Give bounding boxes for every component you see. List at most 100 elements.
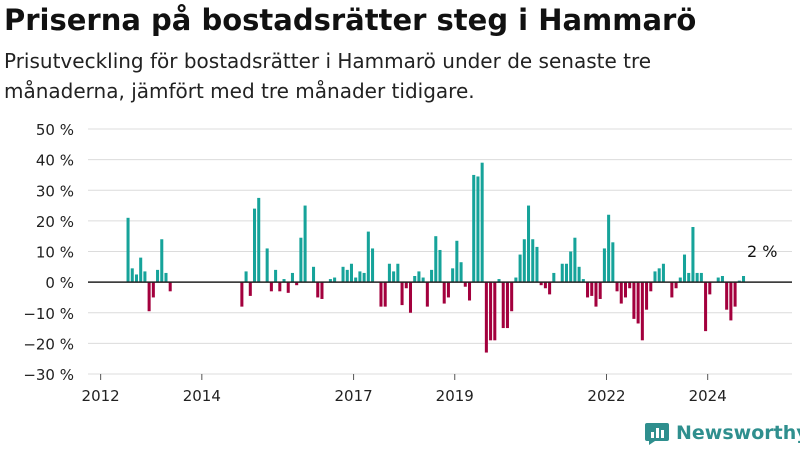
bar bbox=[670, 282, 674, 298]
y-axis-ticks: −30 % −20 % −10 % 0 % 10 % 20 % 30 % 40 % 50 % bbox=[23, 121, 74, 384]
bar bbox=[628, 282, 632, 289]
bar bbox=[695, 272, 699, 283]
bar bbox=[413, 276, 417, 283]
y-tick-label: −10 % bbox=[23, 305, 74, 323]
bar bbox=[143, 271, 147, 283]
bar bbox=[484, 282, 488, 353]
bar bbox=[569, 251, 573, 283]
bar bbox=[156, 269, 160, 283]
bar bbox=[708, 282, 712, 295]
bar bbox=[438, 249, 442, 283]
bar bbox=[290, 272, 294, 283]
x-tick-label: 2019 bbox=[436, 387, 474, 405]
bar bbox=[244, 271, 248, 283]
x-axis-ticks: 2012 2014 2017 2019 2022 2024 bbox=[82, 374, 727, 405]
bar bbox=[366, 231, 370, 283]
bar bbox=[269, 282, 273, 292]
bar bbox=[602, 248, 606, 283]
y-tick-label: 30 % bbox=[36, 182, 74, 200]
bar bbox=[455, 240, 459, 283]
bar bbox=[645, 282, 649, 310]
bar bbox=[383, 282, 387, 307]
bar bbox=[421, 277, 425, 283]
bar bbox=[636, 282, 640, 324]
bar bbox=[564, 263, 568, 283]
bar bbox=[590, 282, 594, 296]
bar bbox=[425, 282, 429, 307]
bar bbox=[657, 268, 661, 283]
bar bbox=[510, 282, 514, 312]
y-tick-label: −20 % bbox=[23, 335, 74, 353]
bar bbox=[543, 282, 547, 289]
bar bbox=[282, 279, 286, 283]
x-tick-label: 2017 bbox=[334, 387, 372, 405]
bar bbox=[527, 205, 531, 283]
bar bbox=[349, 263, 353, 283]
bar bbox=[573, 237, 577, 283]
bar bbox=[742, 276, 746, 283]
bar bbox=[691, 227, 695, 283]
bar bbox=[160, 239, 164, 283]
bar bbox=[396, 263, 400, 283]
bar bbox=[387, 263, 391, 283]
x-tick-label: 2012 bbox=[82, 387, 120, 405]
bar bbox=[379, 282, 383, 307]
bar bbox=[467, 282, 472, 301]
bar bbox=[265, 248, 269, 283]
bar bbox=[505, 282, 509, 329]
chart-subtitle: Prisutveckling för bostadsrätter i Hamma… bbox=[4, 49, 652, 103]
bar bbox=[598, 282, 602, 299]
bar bbox=[716, 277, 720, 283]
bar bbox=[341, 266, 345, 283]
bar bbox=[134, 274, 138, 283]
brand-logo: Newsworthy bbox=[644, 420, 800, 446]
bar bbox=[623, 282, 628, 298]
bar bbox=[274, 269, 278, 283]
bar bbox=[312, 266, 316, 283]
y-tick-label: 10 % bbox=[36, 244, 74, 262]
bar bbox=[493, 282, 497, 341]
bar bbox=[451, 268, 455, 283]
bar bbox=[720, 276, 724, 283]
bar bbox=[480, 162, 484, 283]
y-tick-label: 0 % bbox=[45, 274, 74, 292]
bar bbox=[168, 282, 172, 292]
bar bbox=[607, 214, 611, 283]
bar bbox=[164, 272, 168, 283]
bar bbox=[404, 282, 408, 289]
bar bbox=[151, 282, 155, 298]
bar bbox=[725, 282, 729, 310]
bar bbox=[248, 282, 252, 296]
bar bbox=[126, 217, 130, 283]
y-tick-label: 40 % bbox=[36, 152, 74, 170]
bar bbox=[463, 282, 467, 287]
bar bbox=[649, 282, 653, 292]
y-tick-label: 20 % bbox=[36, 213, 74, 231]
bar bbox=[733, 282, 737, 307]
bar bbox=[417, 271, 421, 283]
bar bbox=[518, 254, 522, 283]
bar bbox=[560, 263, 564, 283]
bar bbox=[699, 272, 703, 283]
bar bbox=[139, 257, 143, 283]
bar bbox=[442, 282, 446, 304]
bar bbox=[303, 205, 307, 283]
bar bbox=[640, 282, 644, 341]
bar bbox=[577, 266, 581, 283]
bar bbox=[514, 277, 518, 283]
bar bbox=[687, 272, 691, 283]
bar bbox=[130, 268, 134, 283]
bar bbox=[615, 282, 619, 292]
bar bbox=[729, 282, 733, 321]
brand-name: Newsworthy bbox=[676, 422, 800, 444]
bar-chart-logo-icon bbox=[645, 423, 669, 445]
bar bbox=[358, 271, 362, 283]
bar bbox=[371, 248, 375, 283]
bar bbox=[489, 282, 493, 341]
bar bbox=[522, 239, 526, 283]
bar bbox=[704, 282, 708, 332]
bar bbox=[674, 282, 678, 289]
bar bbox=[552, 272, 556, 283]
bar bbox=[539, 282, 543, 286]
latest-value-label: 2 % bbox=[747, 242, 777, 261]
